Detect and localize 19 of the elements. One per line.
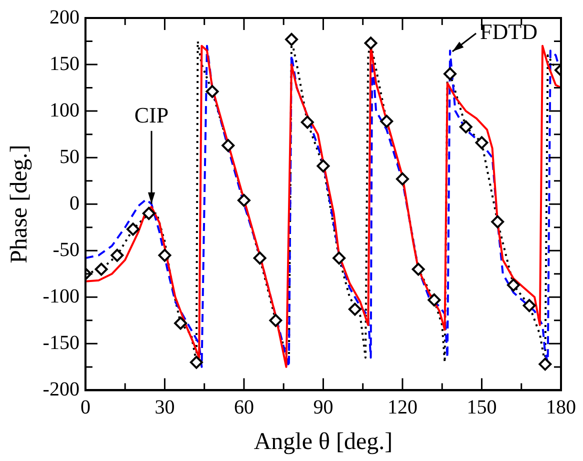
y-tick-label: 100 <box>49 99 80 122</box>
x-tick-label: 180 <box>546 396 576 418</box>
y-axis-title: Phase [deg.] <box>6 144 33 264</box>
y-tick-label: 200 <box>49 6 80 28</box>
y-tick-label: 0 <box>69 192 80 214</box>
y-tick-label: -50 <box>52 238 80 261</box>
x-tick-label: 30 <box>154 396 175 418</box>
y-tick-label: 150 <box>49 52 80 75</box>
y-tick-label: -100 <box>42 285 80 308</box>
x-axis-title: Angle θ [deg.] <box>254 428 393 455</box>
y-tick-label: 50 <box>59 146 80 168</box>
x-tick-label: 60 <box>234 396 254 418</box>
annotation: FDTD <box>480 19 538 44</box>
x-tick-label: 120 <box>387 396 418 418</box>
x-tick-label: 150 <box>466 396 497 418</box>
y-tick-label: -200 <box>42 378 80 400</box>
y-tick-label: -150 <box>42 332 80 354</box>
annotation: CIP <box>134 102 169 128</box>
x-tick-label: 90 <box>313 396 334 418</box>
